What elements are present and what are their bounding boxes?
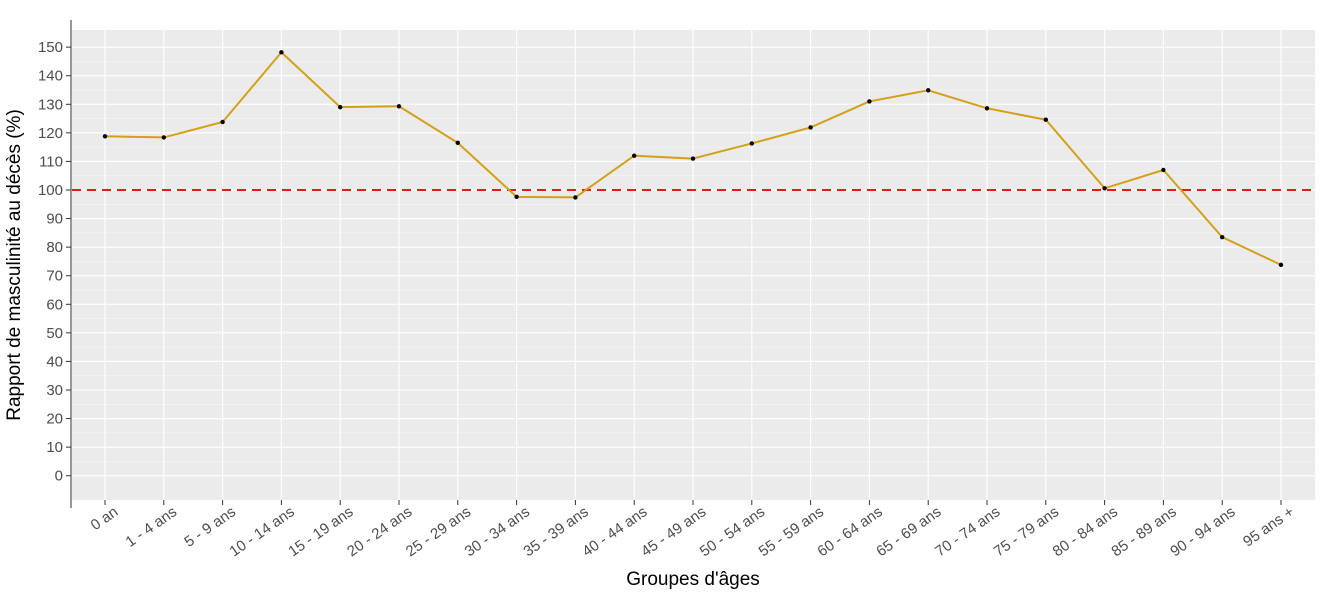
data-point bbox=[1043, 117, 1049, 122]
y-tick-label: 30 bbox=[46, 382, 63, 399]
data-point bbox=[926, 88, 931, 93]
y-tick-label: 150 bbox=[38, 39, 63, 56]
data-point bbox=[102, 134, 108, 139]
y-tick-label: 90 bbox=[46, 211, 63, 228]
x-axis-title: Groupes d'âges bbox=[626, 569, 760, 590]
x-tick-label: 70 - 74 ans bbox=[932, 503, 1003, 560]
y-tick-label: 110 bbox=[39, 153, 63, 170]
data-point bbox=[455, 140, 460, 146]
y-tick-label: 140 bbox=[38, 68, 63, 85]
data-point bbox=[1161, 167, 1166, 173]
x-tick-label: 90 - 94 ans bbox=[1167, 503, 1238, 560]
data-point bbox=[573, 195, 578, 200]
data-point bbox=[514, 194, 519, 200]
data-points-group bbox=[102, 50, 1284, 268]
data-point bbox=[1278, 262, 1284, 268]
data-point bbox=[279, 50, 284, 55]
y-tick-label: 40 bbox=[46, 353, 63, 370]
x-tick-label: 0 an bbox=[88, 503, 122, 534]
data-point bbox=[749, 141, 754, 146]
data-point bbox=[867, 99, 872, 104]
x-tick-label: 80 - 84 ans bbox=[1050, 503, 1121, 560]
y-tick-label: 70 bbox=[46, 268, 63, 285]
x-tick-label: 35 - 39 ans bbox=[520, 503, 591, 560]
data-point bbox=[161, 135, 166, 140]
x-tick-label: 95 ans + bbox=[1240, 503, 1297, 550]
x-tick-label: 25 - 29 ans bbox=[403, 503, 474, 560]
x-tick-label: 60 - 64 ans bbox=[814, 503, 885, 560]
x-tick-label: 75 - 79 ans bbox=[991, 503, 1062, 560]
x-tick-label: 45 - 49 ans bbox=[638, 503, 709, 560]
data-point bbox=[690, 156, 696, 161]
x-tick-label: 15 - 19 ans bbox=[285, 503, 356, 560]
x-tick-label: 20 - 24 ans bbox=[344, 503, 415, 560]
y-tick-label: 60 bbox=[46, 296, 63, 313]
y-tick-label: 50 bbox=[46, 325, 63, 342]
y-tick-label: 100 bbox=[38, 182, 63, 199]
data-point bbox=[632, 153, 637, 158]
data-point bbox=[220, 119, 225, 125]
y-tick-label: 120 bbox=[38, 125, 63, 142]
y-tick-label: 80 bbox=[46, 239, 63, 256]
y-ticks-group: 0 10 20 30 40 50 60 70 80 90 100 110 120 130 140 150 bbox=[38, 39, 71, 485]
y-tick-label: 10 bbox=[46, 439, 63, 456]
data-point bbox=[984, 106, 990, 111]
y-tick-label: 0 bbox=[55, 468, 63, 485]
x-tick-label: 55 - 59 ans bbox=[756, 503, 827, 560]
x-tick-label: 50 - 54 ans bbox=[697, 503, 768, 560]
x-tick-label: 30 - 34 ans bbox=[462, 503, 533, 560]
x-tick-label: 1 - 4 ans bbox=[123, 503, 181, 550]
data-point bbox=[338, 104, 343, 110]
y-tick-label: 20 bbox=[46, 411, 63, 428]
data-point bbox=[808, 125, 813, 130]
data-point bbox=[1102, 186, 1107, 191]
x-tick-label: 10 - 14 ans bbox=[226, 503, 297, 560]
x-tick-label: 65 - 69 ans bbox=[873, 503, 944, 560]
x-tick-label: 40 - 44 ans bbox=[579, 503, 650, 560]
data-point bbox=[396, 104, 402, 109]
x-tick-label: 85 - 89 ans bbox=[1108, 503, 1179, 560]
y-axis-title: Rapport de masculinité au décès (%) bbox=[4, 109, 25, 421]
y-tick-label: 130 bbox=[38, 96, 63, 113]
data-point bbox=[1220, 234, 1225, 240]
